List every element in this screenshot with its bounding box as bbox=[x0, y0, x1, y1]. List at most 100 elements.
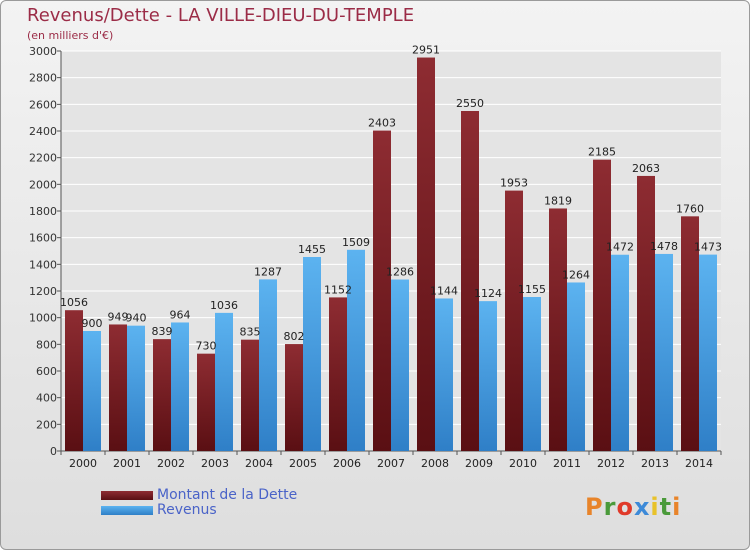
y-tick-label: 1400 bbox=[29, 258, 57, 271]
y-tick-label: 2000 bbox=[29, 178, 57, 191]
x-tick-label: 2000 bbox=[69, 457, 97, 470]
legend-swatch-revenus bbox=[101, 505, 153, 515]
bar-revenus bbox=[567, 282, 585, 451]
data-label-revenus: 1124 bbox=[474, 287, 502, 300]
data-label-revenus: 1287 bbox=[254, 265, 282, 278]
data-label-dette: 1760 bbox=[676, 202, 704, 215]
y-tick-label: 3000 bbox=[29, 45, 57, 58]
y-tick-label: 1800 bbox=[29, 205, 57, 218]
legend-item-revenus: Revenus bbox=[101, 502, 217, 518]
bar-dette bbox=[285, 344, 303, 451]
logo-letter: i bbox=[672, 493, 682, 521]
bar-revenus bbox=[215, 312, 233, 451]
chart-subtitle: (en milliers d'€) bbox=[27, 29, 114, 42]
x-tick-label: 2001 bbox=[113, 457, 141, 470]
y-tick-label: 200 bbox=[36, 418, 57, 431]
bar-dette bbox=[549, 208, 567, 451]
bar-revenus bbox=[435, 298, 453, 451]
logo-letter: t bbox=[659, 493, 673, 521]
legend-swatch-dette bbox=[101, 490, 153, 500]
data-label-revenus: 1473 bbox=[694, 241, 722, 254]
data-label-dette: 1152 bbox=[324, 283, 352, 296]
data-label-revenus: 940 bbox=[126, 312, 147, 325]
bar-revenus bbox=[655, 253, 673, 451]
legend-label-dette: Montant de la Dette bbox=[157, 487, 298, 503]
logo-letter: r bbox=[603, 493, 617, 521]
y-tick-label: 400 bbox=[36, 392, 57, 405]
data-label-dette: 2185 bbox=[588, 146, 616, 159]
bar-dette bbox=[197, 353, 215, 451]
bar-dette bbox=[109, 324, 127, 451]
x-tick-label: 2006 bbox=[333, 457, 361, 470]
data-label-dette: 802 bbox=[284, 330, 305, 343]
labels-layer: 0 200 400 600 800 1000 1200 1400 1600 1800 2000 220… bbox=[29, 44, 722, 470]
bar-revenus bbox=[347, 249, 365, 451]
bar-dette bbox=[681, 216, 699, 451]
x-tick-label: 2009 bbox=[465, 457, 493, 470]
bars-layer bbox=[65, 57, 717, 452]
data-label-dette: 949 bbox=[108, 310, 129, 323]
y-tick-label: 1600 bbox=[29, 232, 57, 245]
data-label-revenus: 1155 bbox=[518, 283, 546, 296]
y-tick-label: 2200 bbox=[29, 152, 57, 165]
bar-dette bbox=[153, 339, 171, 451]
bar-dette bbox=[461, 111, 479, 451]
legend-item-dette: Montant de la Dette bbox=[101, 487, 297, 503]
bar-revenus bbox=[391, 279, 409, 451]
logo-letter: x bbox=[633, 493, 651, 521]
x-tick-label: 2012 bbox=[597, 457, 625, 470]
bar-revenus bbox=[479, 301, 497, 451]
data-label-dette: 2403 bbox=[368, 117, 396, 130]
x-tick-label: 2003 bbox=[201, 457, 229, 470]
x-tick-label: 2002 bbox=[157, 457, 185, 470]
data-label-dette: 1953 bbox=[500, 177, 528, 190]
bar-dette bbox=[637, 175, 655, 451]
x-tick-label: 2014 bbox=[685, 457, 713, 470]
bar-revenus bbox=[303, 257, 321, 451]
bar-dette bbox=[593, 159, 611, 451]
logo-letter: o bbox=[616, 493, 634, 521]
data-label-revenus: 964 bbox=[170, 308, 191, 321]
data-label-revenus: 1286 bbox=[386, 266, 414, 279]
data-label-revenus: 1478 bbox=[650, 240, 678, 253]
bar-revenus bbox=[259, 279, 277, 451]
bar-dette bbox=[417, 57, 435, 452]
x-tick-label: 2011 bbox=[553, 457, 581, 470]
bar-dette bbox=[329, 297, 347, 451]
bar-dette bbox=[373, 130, 391, 451]
data-label-revenus: 1472 bbox=[606, 241, 634, 254]
y-tick-label: 2600 bbox=[29, 98, 57, 111]
x-tick-label: 2005 bbox=[289, 457, 317, 470]
data-label-dette: 2550 bbox=[456, 97, 484, 110]
data-label-revenus: 1144 bbox=[430, 284, 458, 297]
data-label-revenus: 1509 bbox=[342, 236, 370, 249]
data-label-dette: 835 bbox=[240, 326, 261, 339]
data-label-revenus: 1264 bbox=[562, 268, 590, 281]
bar-revenus bbox=[699, 254, 717, 451]
data-label-dette: 2951 bbox=[412, 44, 440, 57]
legend-label-revenus: Revenus bbox=[157, 502, 217, 518]
y-tick-label: 2800 bbox=[29, 72, 57, 85]
y-tick-label: 1200 bbox=[29, 285, 57, 298]
bar-revenus bbox=[171, 322, 189, 451]
data-label-dette: 2063 bbox=[632, 162, 660, 175]
y-tick-label: 0 bbox=[50, 445, 57, 458]
x-tick-label: 2008 bbox=[421, 457, 449, 470]
y-tick-label: 2400 bbox=[29, 125, 57, 138]
data-label-dette: 730 bbox=[196, 340, 217, 353]
y-tick-label: 800 bbox=[36, 338, 57, 351]
chart-title: Revenus/Dette - LA VILLE-DIEU-DU-TEMPLE bbox=[27, 5, 415, 26]
x-tick-label: 2004 bbox=[245, 457, 273, 470]
data-label-dette: 1056 bbox=[60, 296, 88, 309]
y-tick-label: 600 bbox=[36, 365, 57, 378]
data-label-dette: 1819 bbox=[544, 194, 572, 207]
y-tick-label: 1000 bbox=[29, 312, 57, 325]
x-tick-label: 2013 bbox=[641, 457, 669, 470]
data-label-revenus: 1455 bbox=[298, 243, 326, 256]
bar-dette bbox=[241, 339, 259, 451]
data-label-dette: 839 bbox=[152, 325, 173, 338]
logo-letter: P bbox=[585, 493, 604, 521]
data-label-revenus: 1036 bbox=[210, 299, 238, 312]
bar-revenus bbox=[127, 325, 145, 451]
